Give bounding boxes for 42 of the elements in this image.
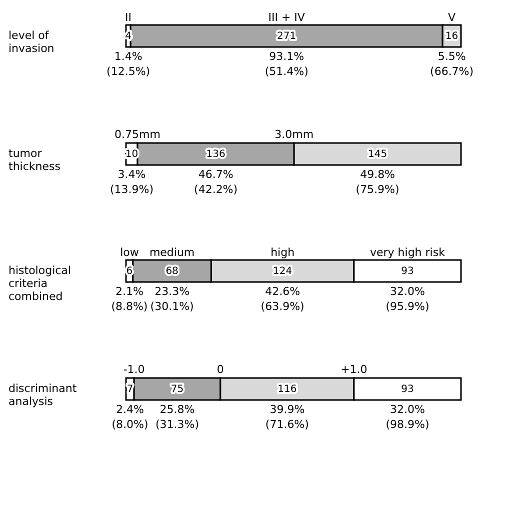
annotation: 2.1% (8.8%) (111, 285, 148, 313)
annotation: 3.0mm (274, 128, 314, 141)
data-label: 145 (368, 149, 388, 160)
annotation: 0.75mm (114, 128, 160, 141)
annotation: 3.4% (13.9%) (110, 168, 154, 196)
series-label: very high risk (370, 246, 446, 259)
data-label: 93 (401, 266, 414, 277)
annotation: +1.0 (340, 363, 368, 376)
y-tick-label: tumor thickness (8, 147, 61, 173)
annotation: 39.9% (71.6%) (265, 403, 309, 431)
data-label: 7 (126, 384, 134, 395)
annotation: 25.8% (31.3%) (155, 403, 199, 431)
data-label: 68 (166, 266, 178, 277)
annotation: 2.4% (8.0%) (112, 403, 148, 431)
annotation: 93.1% (51.4%) (264, 50, 308, 78)
data-label: 6 (126, 266, 133, 277)
annotation: -1.0 (123, 363, 145, 376)
series-label: III + IV (268, 11, 306, 24)
data-label: 116 (278, 384, 297, 395)
annotation: 42.6% (63.9%) (260, 285, 304, 313)
annotation: 0 (216, 363, 224, 376)
data-label: 16 (445, 31, 458, 42)
annotation: 32.0% (98.9%) (386, 403, 430, 431)
y-tick-label: level of invasion (8, 29, 54, 55)
data-label: 93 (401, 384, 414, 395)
series-label: high (270, 246, 295, 259)
data-label: 271 (277, 31, 296, 42)
annotation: 5.5% (66.7%) (430, 50, 474, 78)
annotation: 1.4% (12.5%) (106, 50, 150, 78)
series-label: V (448, 11, 456, 24)
annotation: 46.7% (42.2%) (194, 168, 238, 196)
annotation: 23.3% (30.1%) (150, 285, 194, 313)
y-tick-label: histological criteria combined (8, 264, 71, 303)
series-label: low (120, 246, 139, 259)
data-label: 124 (273, 266, 292, 277)
series-label: medium (149, 246, 195, 259)
data-label: 4 (125, 31, 132, 42)
annotation: 49.8% (75.9%) (356, 168, 400, 196)
data-label: 136 (206, 149, 226, 160)
series-label: II (125, 11, 132, 24)
y-tick-label: discriminant analysis (8, 382, 78, 408)
annotation: 32.0% (95.9%) (386, 285, 430, 313)
